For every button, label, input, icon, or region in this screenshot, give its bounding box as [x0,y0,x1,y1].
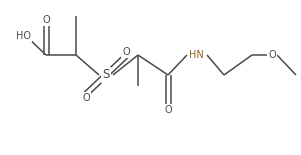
Text: S: S [102,69,110,82]
Text: O: O [42,15,50,25]
Text: O: O [82,93,90,103]
Text: O: O [122,47,130,57]
Text: HN: HN [189,50,203,60]
Text: HO: HO [16,31,31,41]
Text: O: O [268,50,276,60]
Text: O: O [164,105,172,115]
